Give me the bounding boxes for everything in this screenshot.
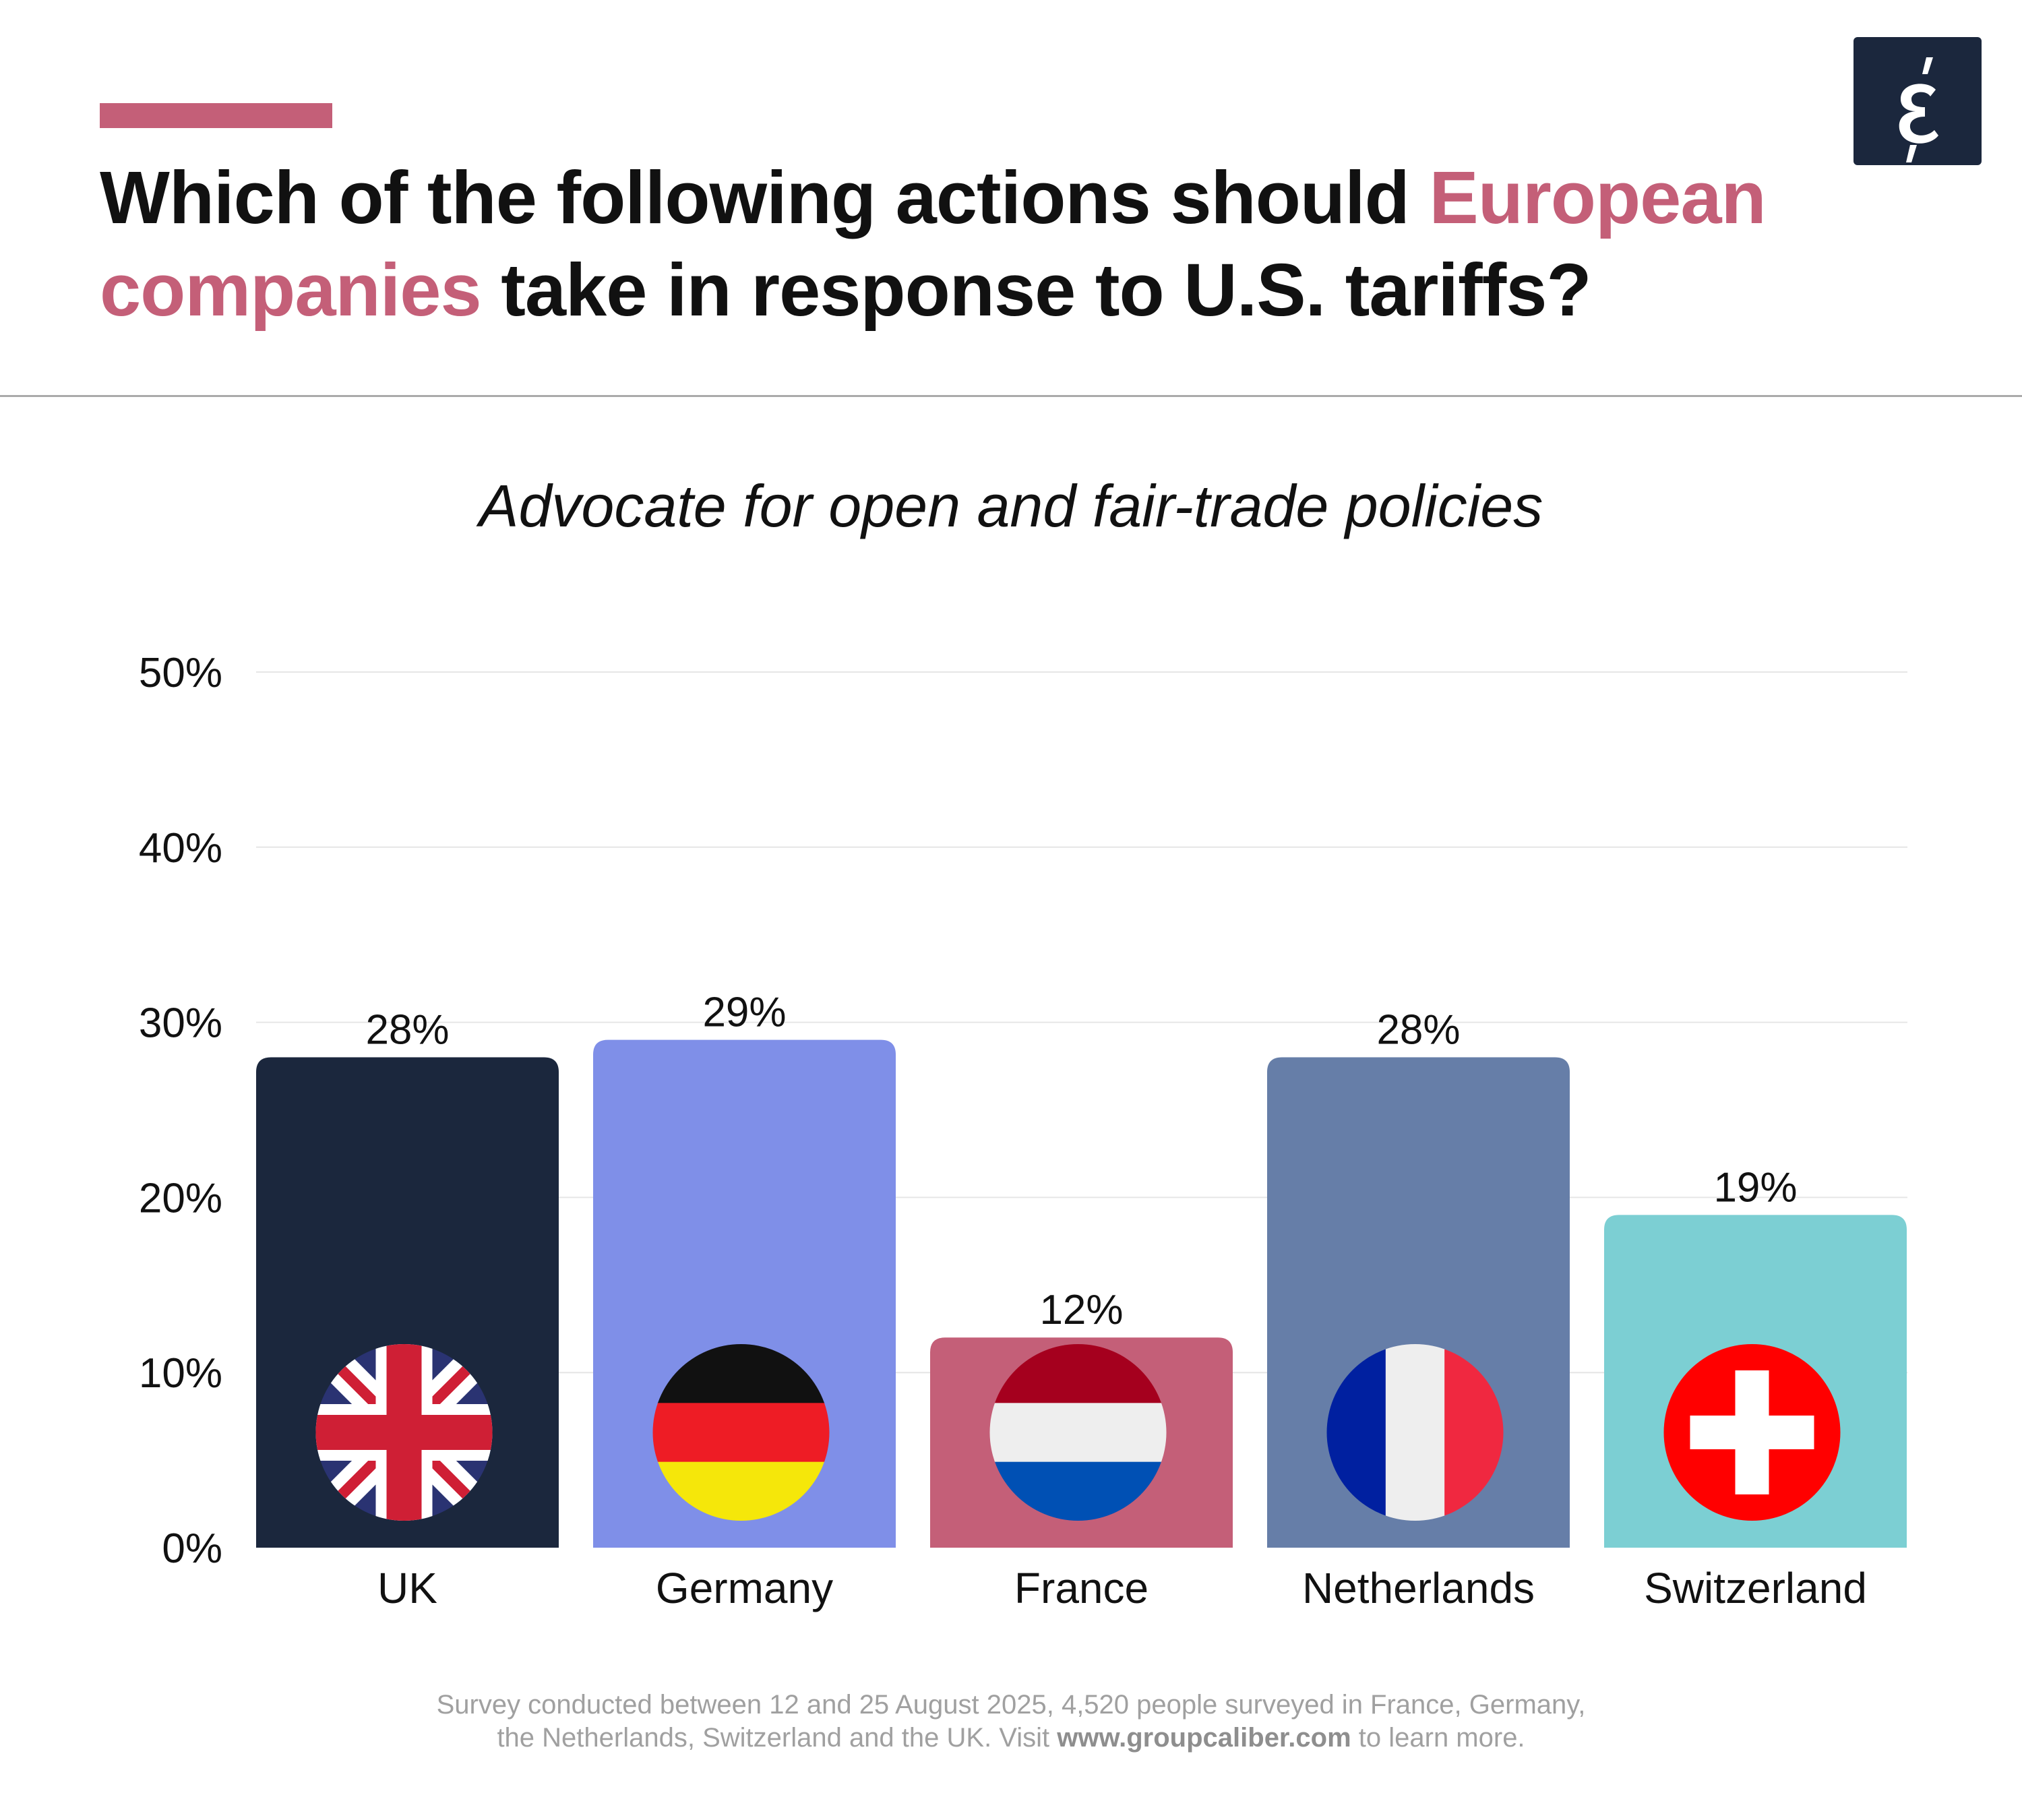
y-tick-label: 20% bbox=[139, 1175, 222, 1221]
netherlands-flag-icon bbox=[989, 1344, 1167, 1521]
title-text-end: take in response to U.S. tariffs? bbox=[481, 249, 1591, 332]
value-label: 29% bbox=[702, 990, 786, 1036]
y-tick-label: 10% bbox=[139, 1350, 222, 1397]
title-highlight: European companies bbox=[100, 156, 1767, 332]
bar-chart: 0% 10% 20% 30% 40% 50% 28% UK 29% Germany 12% Franc… bbox=[139, 650, 1907, 1612]
footer-text-end: to learn more. bbox=[1351, 1723, 1525, 1753]
footer-note: Survey conducted between 12 and 25 Augus… bbox=[0, 1689, 2022, 1755]
category-label: Germany bbox=[656, 1564, 833, 1612]
value-label: 12% bbox=[1039, 1287, 1123, 1333]
accent-bar bbox=[100, 103, 332, 128]
uk-flag-icon bbox=[315, 1344, 493, 1521]
y-tick-label: 40% bbox=[139, 825, 222, 872]
header-divider bbox=[0, 395, 2022, 397]
category-label: Switzerland bbox=[1644, 1564, 1867, 1612]
brand-logo bbox=[1854, 37, 1982, 165]
y-tick-label: 0% bbox=[162, 1525, 222, 1572]
title-text: Which of the following actions should bbox=[100, 156, 1430, 239]
value-label: 28% bbox=[1376, 1007, 1460, 1054]
footer-link[interactable]: www.groupcaliber.com bbox=[1057, 1723, 1351, 1753]
footer-text: the Netherlands, Switzerland and the UK.… bbox=[497, 1723, 1058, 1753]
y-tick-label: 50% bbox=[139, 650, 222, 696]
value-label: 28% bbox=[365, 1007, 449, 1054]
switzerland-flag-icon bbox=[1663, 1344, 1841, 1521]
footer-line-1: Survey conducted between 12 and 25 Augus… bbox=[436, 1690, 1586, 1720]
germany-flag-icon bbox=[652, 1344, 830, 1521]
page-title: Which of the following actions should Eu… bbox=[100, 152, 1852, 336]
value-label: 19% bbox=[1713, 1164, 1797, 1211]
footer-line-2: the Netherlands, Switzerland and the UK.… bbox=[0, 1722, 2022, 1755]
category-label: UK bbox=[377, 1564, 437, 1612]
category-label: Netherlands bbox=[1302, 1564, 1535, 1612]
y-tick-label: 30% bbox=[139, 1000, 222, 1047]
category-label: France bbox=[1014, 1564, 1148, 1612]
chart-title: Advocate for open and fair-trade policie… bbox=[479, 473, 1543, 539]
france-flag-icon bbox=[1326, 1344, 1504, 1521]
